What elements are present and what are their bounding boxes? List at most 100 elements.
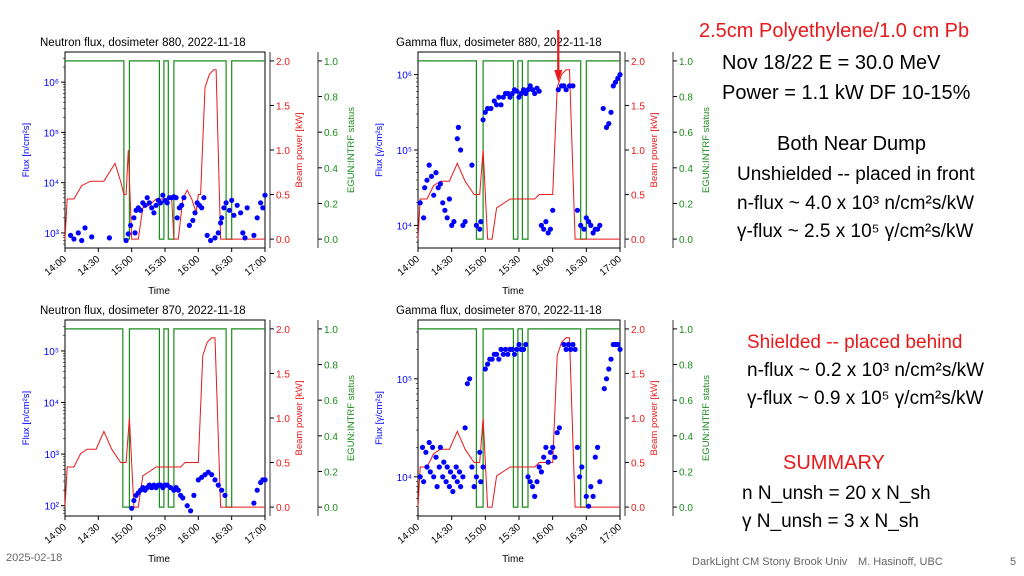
- flux-point: [146, 482, 152, 488]
- y3-tick-label: 0.4: [324, 432, 338, 443]
- flux-point: [498, 102, 504, 108]
- slide-header-line2: Nov 18/22 E = 30.0 MeV: [722, 52, 941, 74]
- flux-point: [140, 485, 146, 491]
- x-tick-label: 14:30: [76, 254, 103, 279]
- flux-point: [229, 197, 235, 203]
- plot-frame: [417, 319, 621, 517]
- x-tick-label: 16:00: [176, 522, 203, 547]
- flux-point: [502, 90, 509, 97]
- flux-point: [606, 366, 612, 372]
- flux-point: [454, 136, 460, 142]
- flux-point: [433, 170, 439, 176]
- near-dump-heading: Both Near Dump: [777, 133, 926, 155]
- flux-point: [195, 477, 201, 483]
- flux-point: [532, 90, 538, 97]
- y3-tick-label: 0.0: [324, 503, 338, 514]
- flux-point: [507, 94, 513, 100]
- y-tick-label: 10³: [45, 229, 60, 240]
- flux-point: [446, 484, 452, 490]
- flux-point: [428, 173, 435, 179]
- y3-tick-label: 0.8: [679, 361, 693, 372]
- y2-tick-label: 0.5: [276, 459, 290, 470]
- flux-point: [478, 219, 484, 225]
- y3-tick-label: 1.0: [324, 57, 338, 68]
- flux-point: [151, 210, 157, 216]
- flux-point: [565, 341, 572, 348]
- flux-point: [525, 87, 531, 93]
- y3-tick-label: 0.6: [679, 396, 693, 407]
- flux-point: [592, 226, 598, 232]
- flux-point: [595, 226, 601, 232]
- flux-point: [489, 356, 495, 362]
- flux-point: [144, 195, 150, 201]
- y-tick-label: 10⁶: [397, 71, 412, 82]
- flux-point: [500, 94, 506, 100]
- y3-tick-label: 0.0: [679, 235, 693, 246]
- flux-point: [219, 215, 225, 221]
- flux-point: [514, 88, 520, 94]
- flux-point: [547, 449, 554, 455]
- flux-point: [234, 202, 240, 208]
- flux-point: [480, 117, 486, 123]
- footer-center: DarkLight CM Stony Brook Univ: [692, 556, 848, 568]
- flux-point: [173, 195, 179, 201]
- shielded-gflux: γ-flux ~ 0.9 x 10⁵ γ/cm²s/kW: [747, 388, 984, 409]
- flux-point: [453, 464, 459, 470]
- flux-point: [251, 232, 257, 238]
- status-line: [65, 60, 265, 240]
- flux-point: [592, 454, 598, 460]
- flux-point: [600, 105, 606, 112]
- flux-point: [579, 464, 585, 470]
- flux-point: [597, 222, 603, 228]
- y3-tick-label: 1.0: [679, 57, 693, 68]
- flux-point: [242, 235, 248, 241]
- y2-tick-label: 1.5: [276, 101, 290, 112]
- flux-point: [511, 87, 518, 93]
- flux-point: [155, 482, 161, 488]
- x-tick-label: 14:30: [429, 254, 456, 279]
- flux-point: [140, 200, 146, 206]
- x-tick-label: 16:30: [209, 522, 236, 547]
- flux-point: [221, 205, 227, 211]
- unshielded-nflux: n-flux ~ 4.0 x 10³ n/cm²s/kW: [737, 193, 975, 214]
- flux-point: [505, 90, 511, 97]
- y2-tick-label: 1.0: [276, 146, 290, 157]
- flux-point: [555, 87, 561, 93]
- chart-group: Neutron flux, dosimeter 880, 2022-11-18 1…: [21, 37, 357, 297]
- flux-point: [178, 492, 184, 498]
- flux-point: [426, 439, 432, 446]
- chart-group: Neutron flux, dosimeter 870, 2022-11-18 1…: [21, 305, 357, 565]
- status-line: [65, 328, 265, 508]
- x-tick-label: 16:30: [564, 254, 591, 279]
- y3-tick-label: 1.0: [679, 325, 693, 336]
- y3-tick-label: 0.2: [679, 467, 693, 478]
- flux-point: [480, 464, 486, 470]
- flux-point: [520, 87, 527, 93]
- flux-point: [417, 200, 423, 206]
- flux-point: [601, 386, 607, 392]
- flux-point: [583, 493, 589, 499]
- flux-point: [180, 495, 186, 501]
- x-tick-label: 16:00: [530, 522, 557, 547]
- y3-tick-label: 0.0: [679, 503, 693, 514]
- flux-point: [440, 474, 446, 480]
- flux-point: [215, 482, 221, 488]
- x-tick-label: 14:30: [429, 522, 456, 547]
- flux-point: [464, 381, 470, 387]
- flux-point: [260, 205, 266, 211]
- beam-power-line: [417, 337, 620, 508]
- footer-date: 2025-02-18: [6, 552, 63, 564]
- flux-point: [523, 90, 529, 97]
- flux-point: [138, 487, 144, 493]
- flux-point: [473, 474, 479, 480]
- flux-point: [527, 479, 533, 485]
- y-tick-label: 10⁴: [397, 473, 412, 484]
- x-axis-label: Time: [502, 554, 524, 565]
- flux-point: [518, 346, 524, 352]
- flux-point: [142, 202, 148, 208]
- flux-point: [610, 83, 616, 89]
- y3-tick-label: 0.6: [679, 128, 693, 139]
- beam-power-line: [417, 69, 620, 240]
- flux-point: [547, 226, 554, 232]
- y-tick-label: 10⁵: [44, 347, 59, 358]
